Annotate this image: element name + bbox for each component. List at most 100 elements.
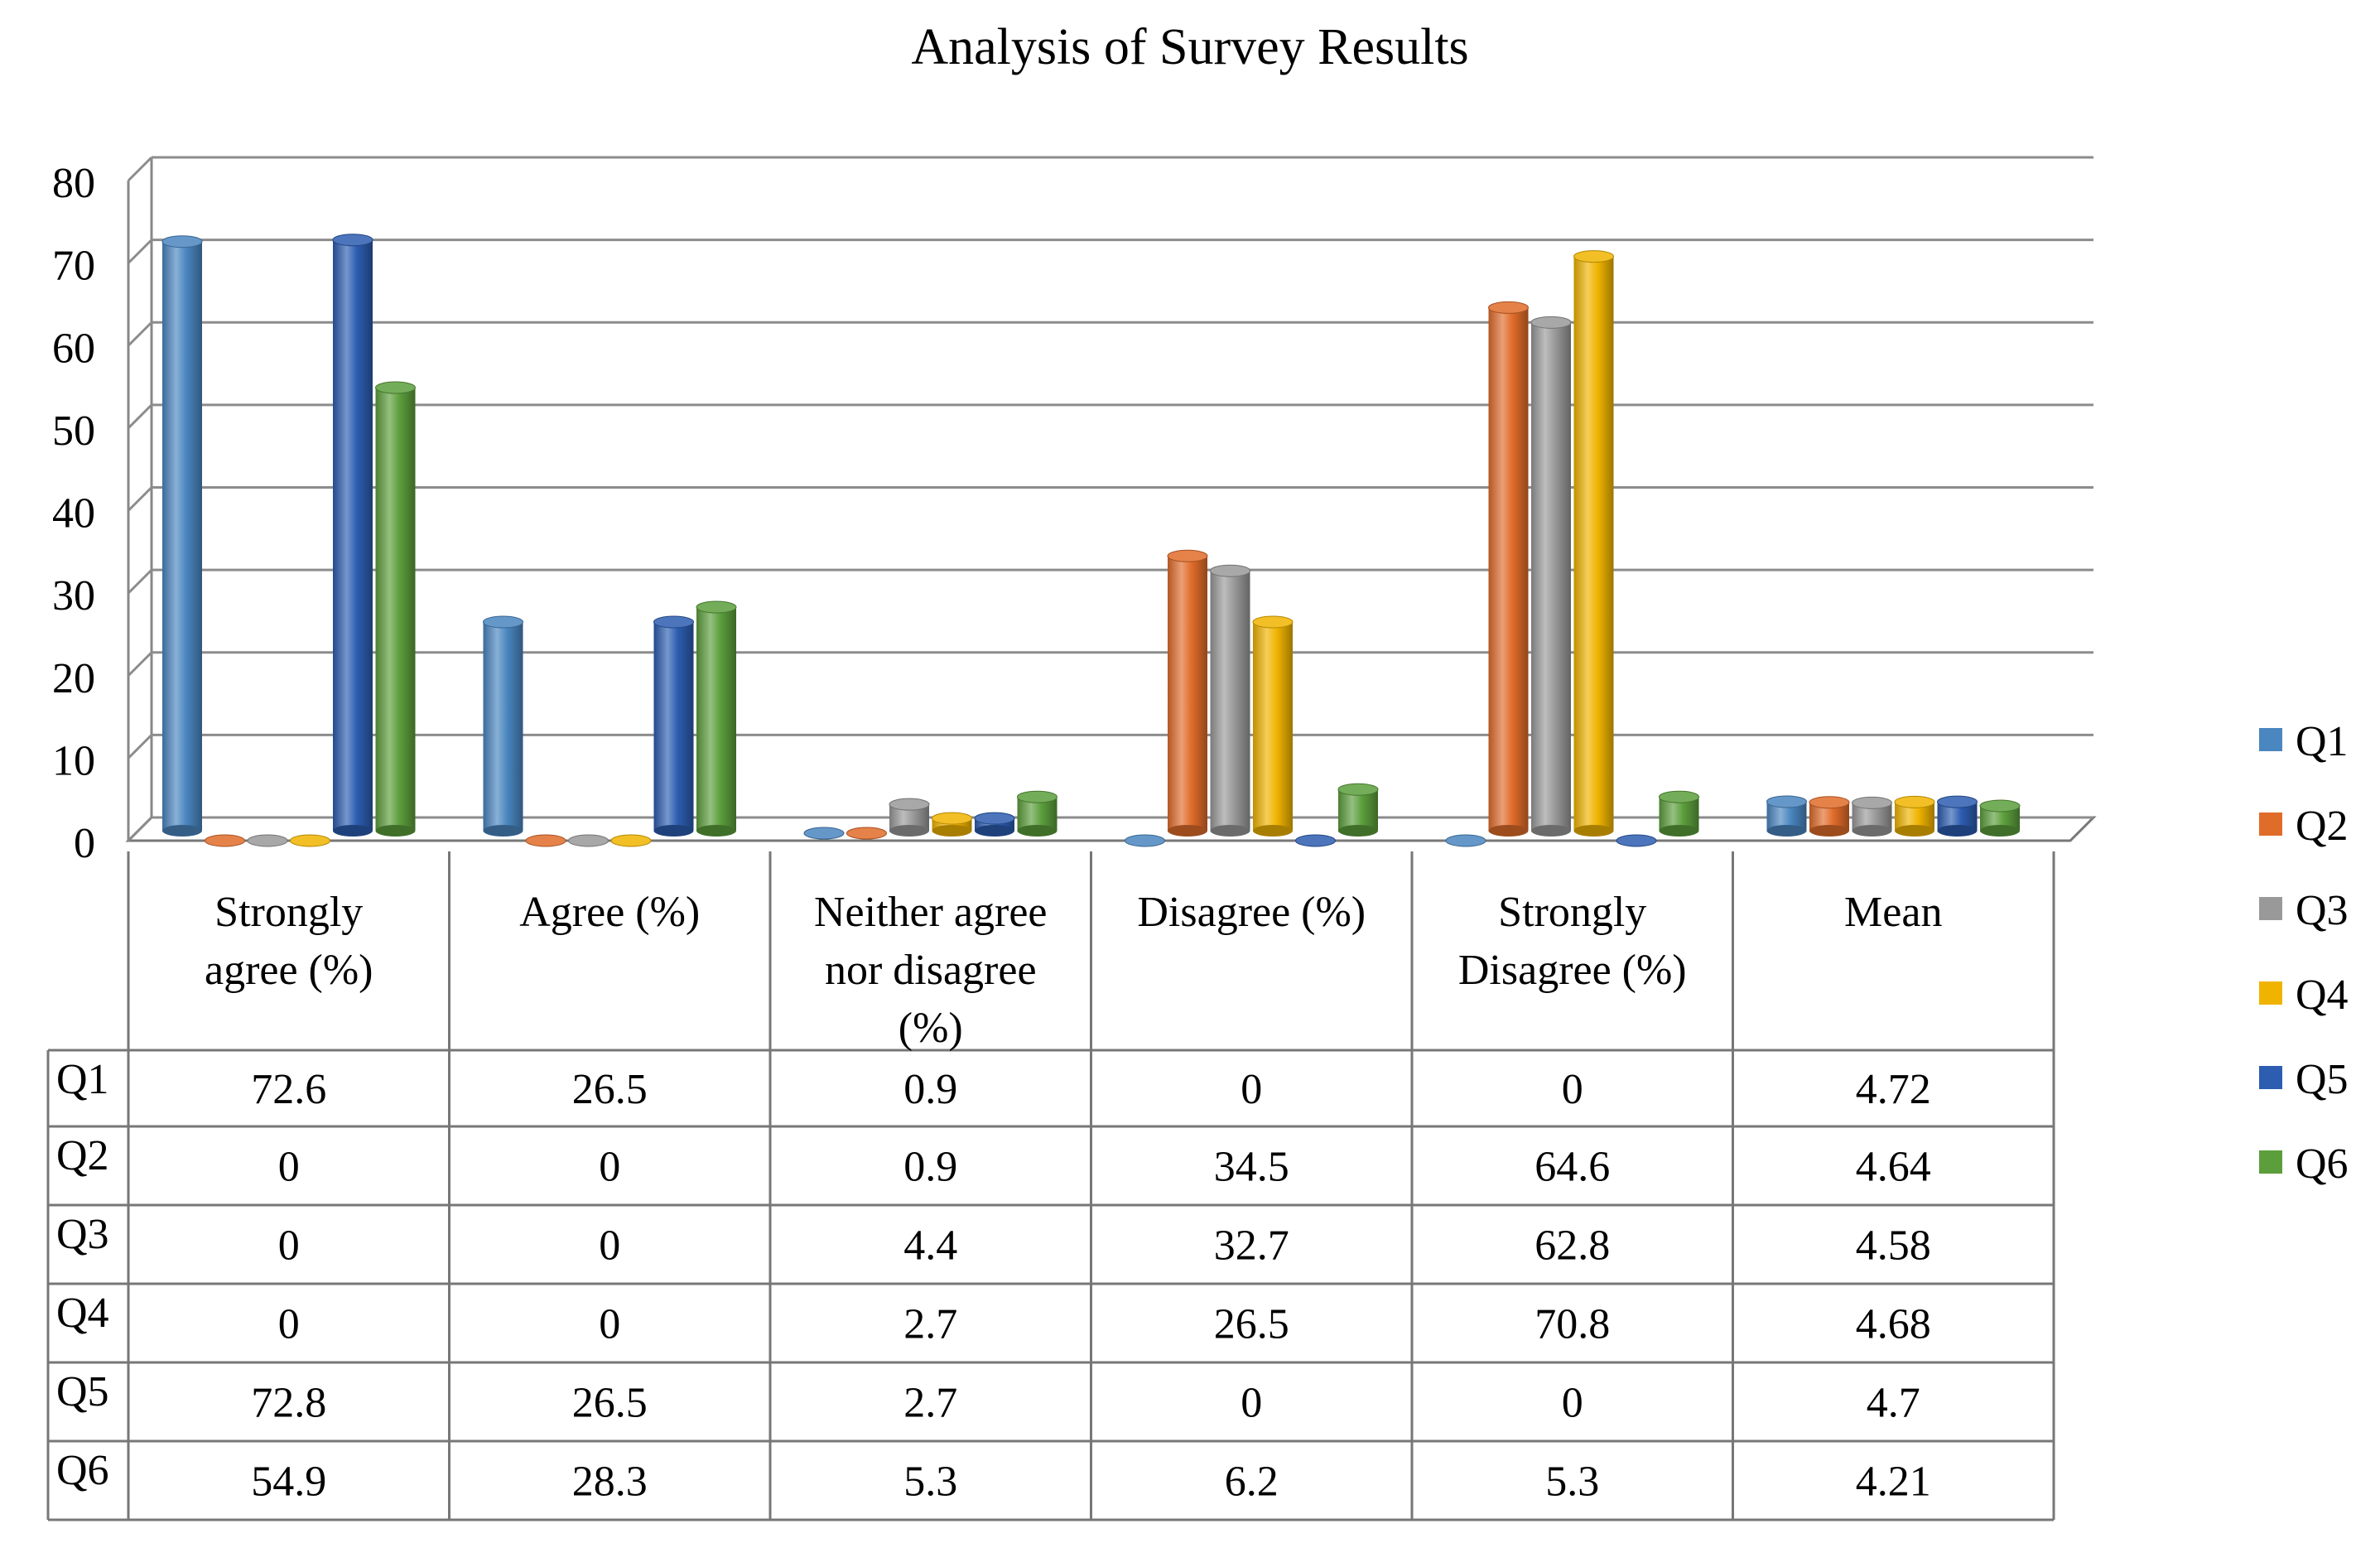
table-cell: 26.5 — [1214, 1301, 1289, 1348]
table-cell: 0.9 — [903, 1144, 957, 1191]
table-cell: 0 — [1562, 1380, 1583, 1427]
table-cell: 70.8 — [1534, 1301, 1610, 1348]
table-row-label: Q1 — [56, 1056, 109, 1103]
bar-q3 — [1210, 571, 1250, 831]
gridline-depth — [127, 486, 153, 512]
bar-top-q2 — [525, 834, 566, 847]
bar-base-q2 — [1488, 825, 1529, 837]
gridline-depth — [127, 569, 153, 595]
bar-base-q3 — [1531, 825, 1571, 837]
y-tick-label: 50 — [52, 407, 95, 455]
bar-base-q4 — [1253, 825, 1293, 837]
bar-top-q1 — [1445, 834, 1486, 847]
legend-label: Q2 — [2296, 803, 2349, 850]
y-tick-label: 20 — [52, 655, 95, 702]
table-cell: 0 — [1241, 1066, 1262, 1113]
category-label: (%) — [899, 1005, 963, 1052]
y-tick-label: 60 — [52, 325, 95, 372]
bar-top-q2 — [205, 834, 245, 847]
table-cell: 4.21 — [1856, 1459, 1931, 1506]
table-row-label: Q5 — [56, 1368, 109, 1415]
table-cell: 0 — [1241, 1380, 1262, 1427]
table-cell: 0 — [599, 1144, 620, 1191]
bar-base-q4 — [932, 825, 972, 837]
gridline-depth — [127, 734, 153, 759]
bar-base-q5 — [653, 825, 694, 837]
table-cell: 0 — [278, 1144, 300, 1191]
table-cell: 4.72 — [1856, 1066, 1931, 1113]
table-cell: 0 — [599, 1222, 620, 1270]
bar-q1 — [162, 241, 202, 831]
bar-top-q4 — [1252, 615, 1294, 629]
y-tick-label: 40 — [52, 490, 95, 538]
bar-top-q1 — [1766, 795, 1807, 808]
bar-base-q5 — [1937, 825, 1978, 837]
bar-top-q3 — [1210, 564, 1250, 577]
category-label: Agree (%) — [519, 889, 700, 936]
category-label: Disagree (%) — [1137, 889, 1366, 936]
table-cell: 62.8 — [1534, 1222, 1610, 1270]
table-cell: 5.3 — [903, 1459, 957, 1506]
bar-top-q4 — [290, 834, 330, 847]
bar-base-q5 — [975, 825, 1014, 837]
bar-base-q2 — [1809, 825, 1849, 837]
category-label: Disagree (%) — [1458, 947, 1687, 994]
bar-top-q6 — [1017, 790, 1058, 803]
bar-top-q1 — [483, 615, 523, 629]
bar-base-q6 — [1980, 825, 2020, 837]
bar-q2 — [1488, 307, 1529, 831]
table-row-label: Q2 — [56, 1132, 109, 1179]
bar-base-q4 — [1895, 825, 1934, 837]
legend-label: Q5 — [2296, 1056, 2349, 1103]
bar-top-q2 — [1167, 549, 1208, 562]
bar-base-q3 — [1852, 825, 1892, 837]
bar-top-q5 — [974, 812, 1015, 825]
bar-base-q1 — [162, 825, 202, 837]
bar-top-q5 — [1295, 834, 1336, 847]
bar-top-q3 — [247, 834, 288, 847]
gridline-depth — [127, 816, 153, 842]
bar-q6 — [375, 388, 416, 832]
gridline-depth — [127, 321, 153, 347]
legend-swatch-q1 — [2259, 728, 2282, 751]
table-row-label: Q4 — [56, 1290, 109, 1337]
category-label: nor disagree — [825, 947, 1037, 994]
legend-label: Q4 — [2296, 972, 2349, 1019]
bar-top-q3 — [1530, 316, 1572, 329]
bar-top-q4 — [1573, 250, 1614, 263]
gridline-depth — [127, 239, 153, 264]
bar-q2 — [1168, 556, 1207, 831]
table-cell: 2.7 — [903, 1380, 957, 1427]
table-cell: 28.3 — [572, 1459, 648, 1506]
bar-base-q1 — [1766, 825, 1807, 837]
bar-q1 — [483, 621, 523, 831]
bar-q6 — [1338, 789, 1378, 831]
category-label: Strongly — [214, 889, 363, 936]
bar-q4 — [1253, 621, 1293, 831]
bar-top-q5 — [1616, 834, 1657, 847]
bar-base-q2 — [1168, 825, 1207, 837]
y-tick-label: 80 — [52, 160, 95, 207]
table-cell: 4.64 — [1856, 1144, 1931, 1191]
chart-title: Analysis of Survey Results — [911, 19, 1469, 75]
table-cell: 54.9 — [251, 1459, 326, 1506]
bar-top-q5 — [332, 234, 373, 247]
bar-top-q3 — [1852, 796, 1892, 809]
bar-top-q6 — [696, 600, 737, 614]
table-cell: 2.7 — [903, 1301, 957, 1348]
bar-q3 — [1531, 322, 1571, 832]
category-label: agree (%) — [205, 947, 373, 994]
table-cell: 0 — [599, 1301, 620, 1348]
table-row-label: Q3 — [56, 1211, 109, 1258]
y-tick-label: 0 — [74, 820, 95, 867]
legend-swatch-q2 — [2259, 812, 2282, 836]
bar-base-q5 — [333, 825, 373, 837]
gridline-depth — [127, 651, 153, 677]
table-cell: 4.68 — [1856, 1301, 1931, 1348]
bar-top-q2 — [846, 827, 887, 840]
table-cell: 64.6 — [1534, 1144, 1610, 1191]
category-label: Mean — [1844, 889, 1942, 936]
table-cell: 34.5 — [1214, 1144, 1289, 1191]
legend-swatch-q3 — [2259, 897, 2282, 920]
